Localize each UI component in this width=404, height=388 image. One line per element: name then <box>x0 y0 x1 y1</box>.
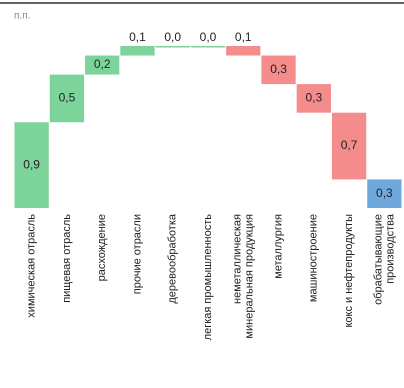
value-label: 0,0 <box>200 30 217 44</box>
x-tick-label: кокс и нефтепродукты <box>343 214 355 328</box>
value-label: 0,0 <box>164 30 181 44</box>
x-tick-label: обрабатывающиепроизводства <box>372 213 396 305</box>
x-tick-label: легкая промышленность <box>202 214 214 341</box>
bar <box>367 179 402 208</box>
bar <box>296 84 331 113</box>
x-tick-label: металлургия <box>272 214 284 279</box>
bar <box>226 46 261 56</box>
x-tick-label: прочие отрасли <box>131 214 143 294</box>
x-tick-label: неметаллическаяминеральная продукция <box>231 214 255 339</box>
bar <box>261 55 296 85</box>
x-tick-label: химическая отрасль <box>26 214 38 318</box>
value-label: 0,2 <box>94 57 111 71</box>
bar <box>85 55 120 75</box>
bar <box>120 46 155 56</box>
x-tick-label: деревообработка <box>167 213 179 304</box>
bar <box>14 122 49 208</box>
x-tick-label: расхождение <box>96 214 108 281</box>
value-label: 0,3 <box>376 186 393 200</box>
bar <box>49 74 85 123</box>
value-label: 0,1 <box>129 30 146 44</box>
value-label: 0,1 <box>235 30 252 44</box>
bar <box>155 46 190 48</box>
value-label: 0,3 <box>270 62 287 76</box>
value-label: 0,7 <box>341 138 358 152</box>
value-label: 0,5 <box>59 91 76 105</box>
bar <box>331 112 367 180</box>
value-label: 0,9 <box>23 157 40 171</box>
x-tick-label: пищевая отрасль <box>61 214 73 303</box>
value-label: 0,3 <box>305 91 322 105</box>
unit-label: п.п. <box>14 11 30 22</box>
x-tick-label: машиностроение <box>308 214 320 302</box>
bar <box>190 46 226 48</box>
